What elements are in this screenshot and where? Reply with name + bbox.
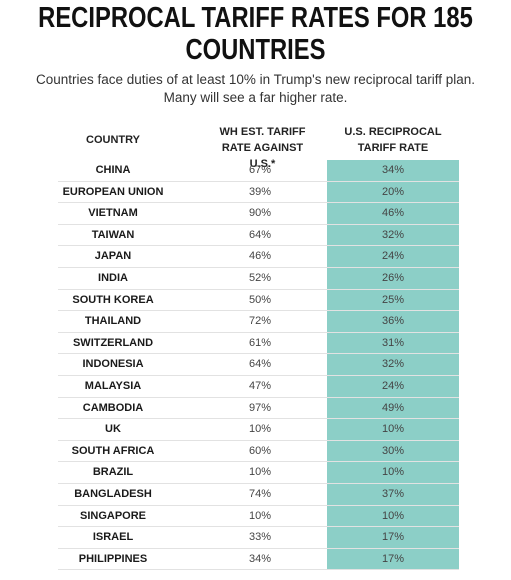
rate: 34%: [381, 164, 405, 176]
rate: 97%: [248, 401, 272, 414]
rate: 32%: [381, 228, 405, 241]
country: CAMBODIA: [82, 401, 144, 414]
table-row: UK 10% 10%: [58, 419, 459, 441]
country: SWITZERLAND: [72, 336, 154, 349]
table-row: SWITZERLAND 61% 31%: [58, 333, 459, 355]
rate: 49%: [381, 401, 405, 414]
rate: 10%: [381, 509, 405, 522]
rate: 47%: [248, 380, 272, 392]
rate: 64%: [248, 228, 272, 241]
country: MALAYSIA: [84, 380, 142, 392]
rate: 60%: [248, 444, 272, 457]
country: SINGAPORE: [79, 509, 146, 522]
rate: 74%: [248, 488, 272, 500]
rate: 36%: [381, 315, 405, 328]
column-header: U.S. RECIPROCAL TARIFF RATE: [344, 126, 442, 154]
title: RECIPROCAL TARIFF RATES FOR 185 COUNTRIE…: [38, 2, 473, 66]
rate: 10%: [248, 509, 272, 522]
rate: 17%: [381, 552, 405, 565]
rate: 33%: [248, 531, 272, 544]
rate: 72%: [248, 315, 272, 328]
country: UK: [105, 423, 121, 436]
rate: 50%: [248, 293, 272, 306]
rate: 10%: [381, 423, 405, 436]
country: ISRAEL: [92, 531, 134, 544]
table-row: INDIA 52% 26%: [58, 268, 459, 290]
rate: 31%: [381, 336, 405, 349]
rate: 32%: [381, 358, 405, 371]
country: SOUTH AFRICA: [71, 444, 155, 457]
table-row: ISRAEL 33% 17%: [58, 527, 459, 549]
table-row: CHINA 67% 34%: [58, 160, 459, 182]
rate: 26%: [381, 272, 405, 284]
rate: 90%: [248, 207, 272, 220]
country: INDONESIA: [82, 358, 144, 371]
rate: 20%: [381, 185, 405, 198]
table-row: INDONESIA 64% 32%: [58, 354, 459, 376]
table-row: SOUTH KOREA 50% 25%: [58, 290, 459, 312]
country: JAPAN: [94, 250, 132, 263]
country: CHINA: [95, 164, 131, 176]
country: INDIA: [98, 272, 128, 284]
table-row: JAPAN 46% 24%: [58, 246, 459, 268]
rate: 67%: [248, 164, 272, 176]
highlight-column: [327, 160, 459, 570]
rate: 46%: [381, 207, 405, 220]
table-row: CAMBODIA 97% 49%: [58, 398, 459, 420]
country: BANGLADESH: [74, 488, 152, 500]
country: THAILAND: [84, 315, 142, 328]
rate: 10%: [248, 423, 272, 436]
rate: 61%: [248, 336, 272, 349]
subtitle: Countries face duties of at least 10% in…: [35, 72, 476, 105]
country: PHILIPPINES: [78, 552, 148, 565]
table-row: THAILAND 72% 36%: [58, 311, 459, 333]
country: SOUTH KOREA: [72, 293, 154, 306]
rate: 24%: [381, 250, 405, 263]
table-row: SOUTH AFRICA 60% 30%: [58, 441, 459, 463]
table-row: BANGLADESH 74% 37%: [58, 484, 459, 506]
column-header: WH EST. TARIFF RATE AGAINST U.S.*: [219, 126, 306, 170]
rate: 10%: [248, 466, 272, 479]
country: TAIWAN: [91, 228, 135, 241]
table-row: SINGAPORE 10% 10%: [58, 506, 459, 528]
table-row: EUROPEAN UNION 39% 20%: [58, 182, 459, 204]
country: VIETNAM: [88, 207, 138, 220]
rate: 37%: [381, 488, 405, 500]
rate: 25%: [381, 293, 405, 306]
rate: 10%: [381, 466, 405, 479]
table-row: BRAZIL 10% 10%: [58, 462, 459, 484]
table-row: MALAYSIA 47% 24%: [58, 376, 459, 398]
rate: 64%: [248, 358, 272, 371]
rate: 17%: [381, 531, 405, 544]
table-row: VIETNAM 90% 46%: [58, 203, 459, 225]
rate: 39%: [248, 185, 272, 198]
country: BRAZIL: [92, 466, 134, 479]
rate: 46%: [248, 250, 272, 263]
rate: 24%: [381, 380, 405, 392]
country: EUROPEAN UNION: [62, 185, 164, 198]
rate: 34%: [248, 552, 272, 565]
column-header: COUNTRY: [86, 134, 140, 146]
rate: 30%: [381, 444, 405, 457]
table-row: PHILIPPINES 34% 17%: [58, 549, 459, 571]
table-row: TAIWAN 64% 32%: [58, 225, 459, 247]
rate: 52%: [248, 272, 272, 284]
